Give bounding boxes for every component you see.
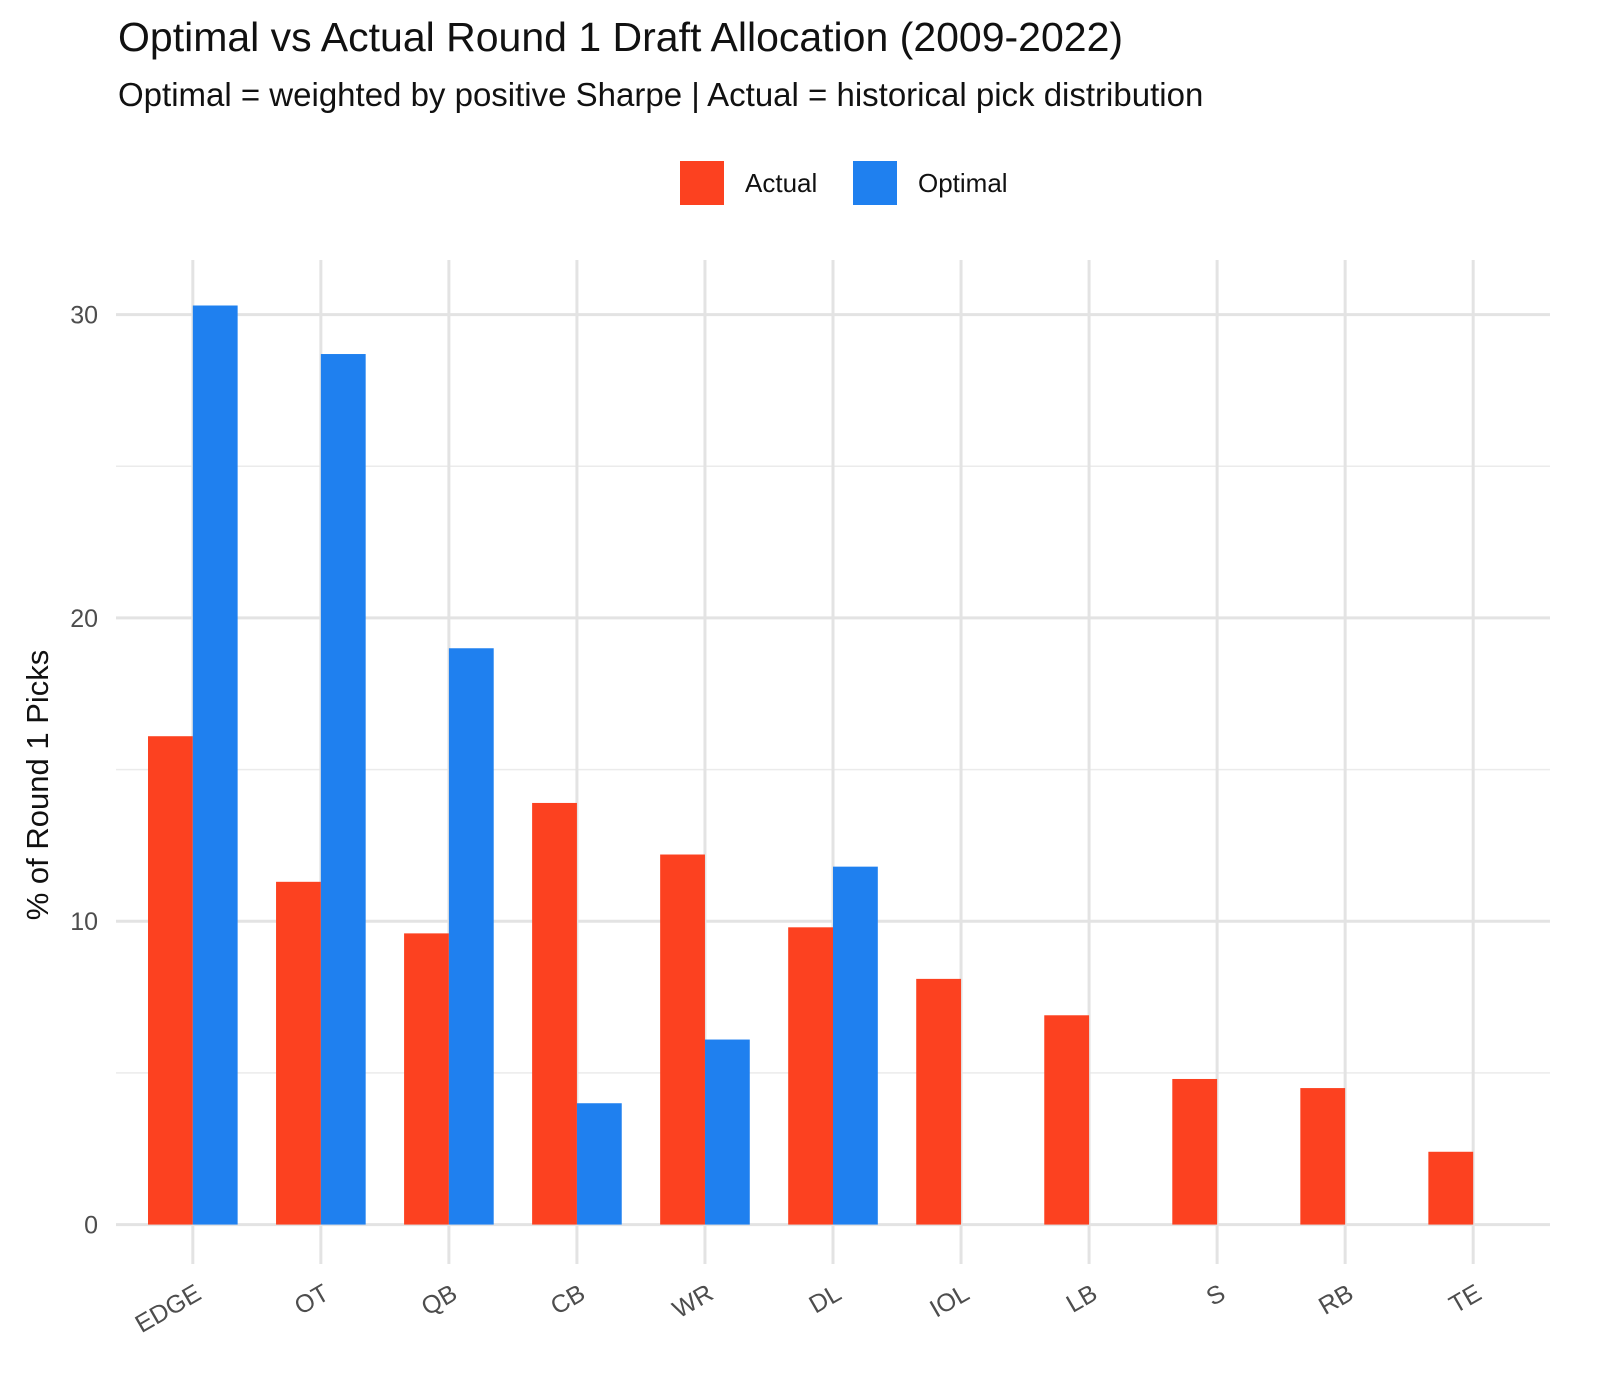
y-tick-label: 10	[70, 908, 98, 936]
bar-actual-s	[1172, 1078, 1218, 1225]
x-tick-label-dl: DL	[804, 1279, 846, 1319]
x-tick-label-rb: RB	[1314, 1279, 1358, 1321]
bar-optimal-edge	[192, 305, 238, 1225]
x-axis-ticks: EDGE OT QB CB WR DL IOL LB S RB TE	[130, 1279, 1486, 1339]
bar-optimal-wr	[704, 1039, 750, 1225]
bar-optimal-dl	[833, 866, 878, 1225]
legend-swatch-optimal	[853, 161, 897, 205]
bar-actual-qb	[404, 933, 449, 1225]
chart-title: Optimal vs Actual Round 1 Draft Allocati…	[118, 14, 1124, 60]
y-tick-label: 20	[70, 605, 98, 633]
bar-optimal-qb	[448, 648, 494, 1225]
chart-subtitle: Optimal = weighted by positive Sharpe | …	[118, 76, 1204, 113]
x-tick-label-s: S	[1202, 1279, 1230, 1312]
bar-actual-ot	[276, 881, 321, 1225]
bar-optimal-cb	[576, 1103, 622, 1225]
legend-label-optimal: Optimal	[918, 168, 1008, 198]
bar-actual-rb	[1300, 1088, 1346, 1225]
y-tick-label: 0	[84, 1212, 98, 1240]
legend-label-actual: Actual	[745, 168, 817, 198]
bar-actual-edge	[148, 736, 193, 1225]
legend-swatch-actual	[680, 161, 724, 205]
x-tick-label-qb: QB	[417, 1279, 462, 1321]
x-tick-label-ot: OT	[290, 1279, 334, 1321]
bar-actual-cb	[532, 802, 577, 1225]
y-axis-ticks: 0 10 20 30	[70, 302, 98, 1240]
x-tick-label-wr: WR	[668, 1279, 718, 1324]
bar-actual-wr	[660, 854, 705, 1225]
legend: Actual Optimal	[680, 161, 1008, 205]
x-tick-label-cb: CB	[546, 1279, 590, 1321]
x-tick-label-edge: EDGE	[130, 1279, 205, 1339]
x-tick-label-iol: IOL	[925, 1279, 974, 1323]
y-axis-title: % of Round 1 Picks	[20, 650, 55, 921]
x-tick-label-te: TE	[1445, 1279, 1487, 1319]
bar-actual-te	[1428, 1151, 1474, 1225]
bar-actual-iol	[916, 978, 962, 1225]
x-tick-label-lb: LB	[1062, 1279, 1102, 1319]
bar-actual-dl	[788, 927, 833, 1225]
bar-optimal-ot	[320, 354, 366, 1225]
y-tick-label: 30	[70, 302, 98, 330]
bar-actual-lb	[1044, 1015, 1090, 1225]
bars	[148, 305, 1474, 1225]
